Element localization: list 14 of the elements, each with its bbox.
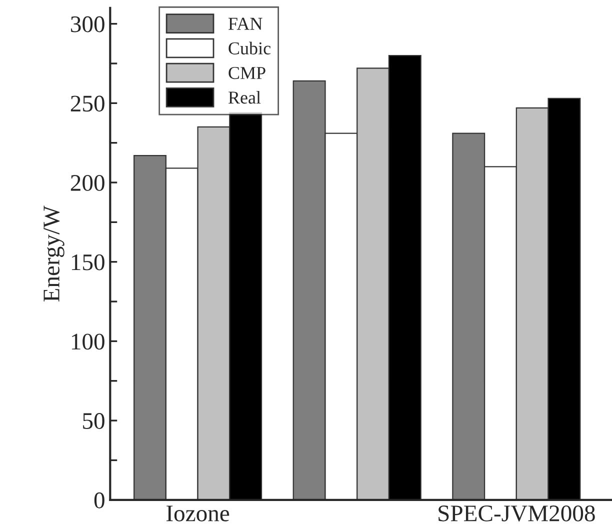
y-tick-label: 100 <box>72 334 104 350</box>
x-tick-label: Iozone <box>166 506 230 522</box>
y-tick-label: 300 <box>71 16 104 32</box>
y-axis-title: Energy/W <box>44 206 64 302</box>
legend-label: Real <box>228 90 261 104</box>
x-tick-label: SPEC-JVM2008 <box>438 505 595 522</box>
legend-label: Cubic <box>228 42 271 54</box>
y-tick-label: 200 <box>70 174 104 191</box>
y-tick-label: 0 <box>94 492 104 508</box>
y-tick-label: 150 <box>72 254 104 270</box>
y-tick-label: 250 <box>70 96 104 112</box>
legend-label: FAN <box>228 18 262 30</box>
legend-label: CMP <box>228 66 266 80</box>
y-tick-label: 50 <box>83 413 104 429</box>
